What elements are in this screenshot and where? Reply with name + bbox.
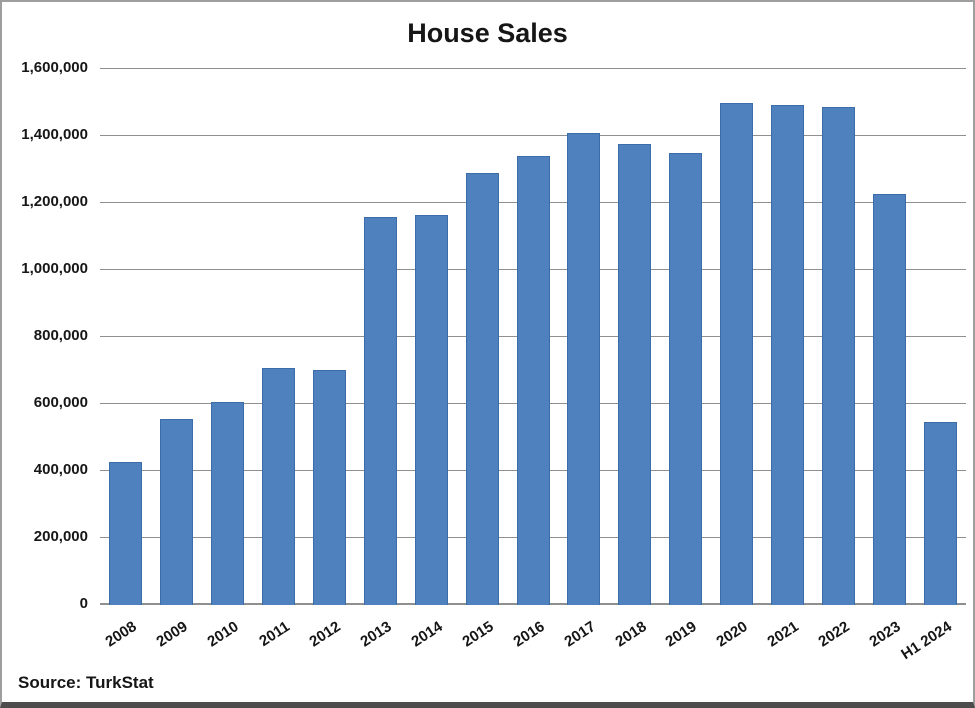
plot-area — [100, 68, 966, 605]
x-tick-label-2020: 2020 — [713, 618, 752, 651]
bar-2020 — [720, 103, 753, 605]
y-tick-label: 400,000 — [33, 461, 88, 478]
bar-2016 — [517, 156, 550, 605]
y-tick-label: 1,400,000 — [21, 126, 88, 143]
x-tick-label-2021: 2021 — [764, 618, 802, 651]
gridline-1,600,000 — [100, 68, 966, 69]
x-tick-label-2011: 2011 — [256, 618, 293, 650]
chart-title: House Sales — [407, 18, 568, 48]
x-tick-label-H1 2024: H1 2024 — [897, 618, 955, 664]
bar-2012 — [313, 370, 346, 605]
bar-2013 — [364, 217, 397, 605]
x-tick-label-2013: 2013 — [357, 618, 395, 651]
x-tick-label-2010: 2010 — [204, 618, 242, 651]
bar-2023 — [873, 194, 906, 605]
bar-2018 — [618, 144, 651, 605]
source-note: Source: TurkStat — [18, 673, 154, 692]
x-tick-label-2008: 2008 — [102, 618, 140, 651]
x-tick-label-2014: 2014 — [408, 618, 446, 651]
x-tick-label-2016: 2016 — [510, 618, 548, 651]
x-tick-label-2019: 2019 — [662, 618, 701, 651]
bar-2022 — [822, 107, 855, 605]
bar-2021 — [771, 105, 804, 605]
bar-2017 — [567, 133, 600, 605]
y-tick-label: 1,000,000 — [21, 260, 88, 277]
bar-2009 — [160, 419, 193, 605]
y-tick-label: 1,600,000 — [21, 59, 88, 76]
x-tick-label-2009: 2009 — [153, 618, 191, 651]
bar-2008 — [109, 462, 142, 605]
bar-2019 — [669, 153, 702, 605]
x-tick-label-2017: 2017 — [560, 618, 599, 651]
y-tick-label: 600,000 — [33, 394, 88, 411]
x-tick-label-2018: 2018 — [611, 618, 650, 651]
y-tick-label: 200,000 — [33, 528, 88, 545]
bar-2014 — [415, 215, 448, 605]
y-tick-label: 800,000 — [33, 327, 88, 344]
x-tick-label-2022: 2022 — [815, 618, 853, 651]
bar-H1 2024 — [924, 422, 957, 605]
bar-2011 — [262, 368, 295, 605]
x-tick-label-2012: 2012 — [306, 618, 344, 651]
y-tick-label: 0 — [79, 595, 88, 612]
y-tick-label: 1,200,000 — [21, 193, 88, 210]
bar-2015 — [466, 173, 499, 605]
x-tick-label-2023: 2023 — [866, 618, 904, 651]
bar-2010 — [211, 402, 244, 605]
x-tick-label-2015: 2015 — [459, 618, 497, 651]
